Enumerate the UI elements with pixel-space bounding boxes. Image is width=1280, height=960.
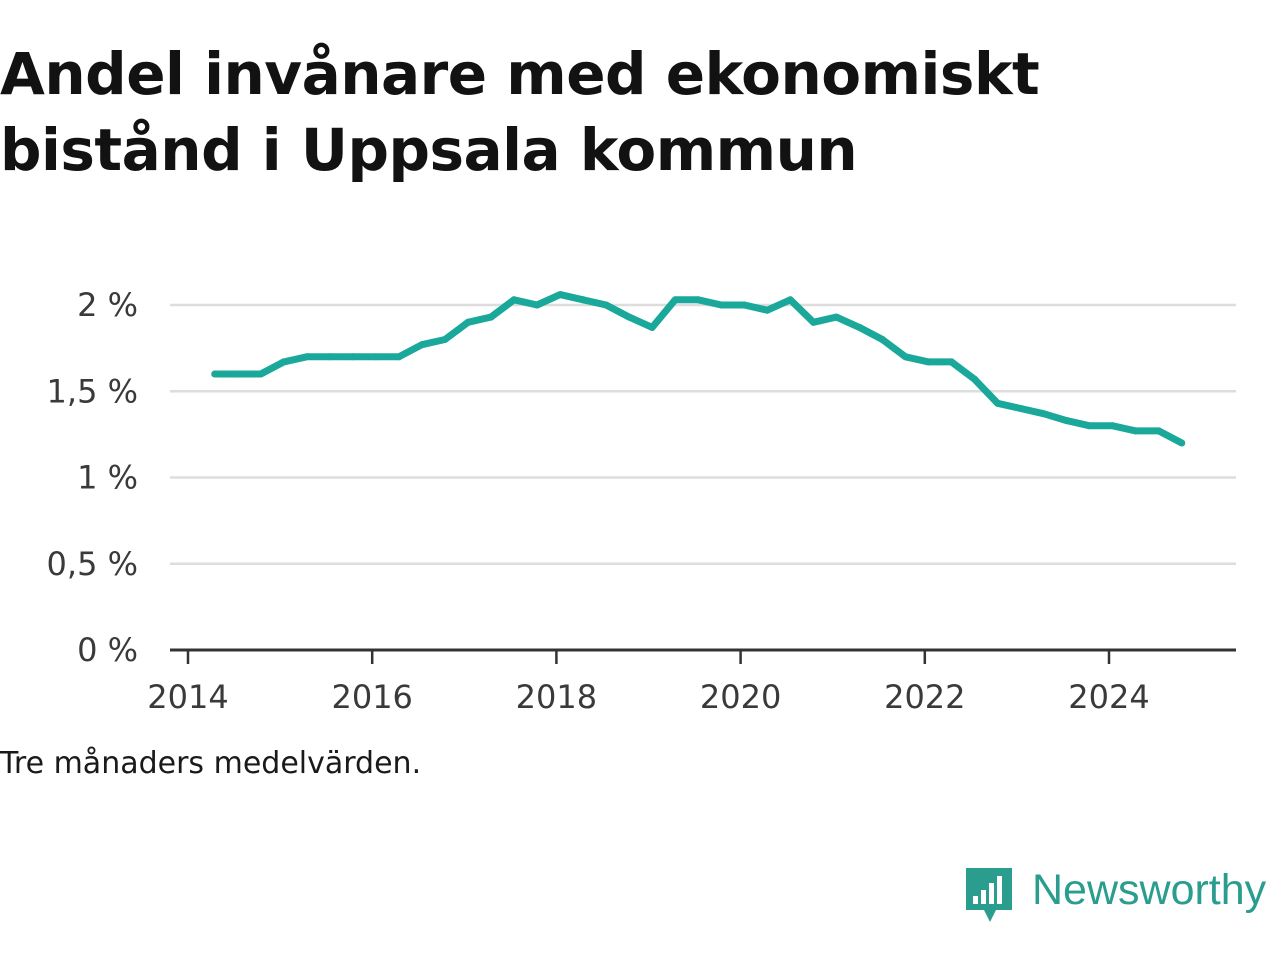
data-point	[648, 323, 656, 331]
data-point	[809, 318, 817, 326]
newsworthy-logo-icon	[966, 868, 1012, 922]
y-tick-label: 2 %	[77, 286, 138, 324]
data-point	[303, 353, 311, 361]
x-tick-label: 2020	[700, 678, 781, 716]
data-point	[441, 336, 449, 343]
brand-name: Newsworthy	[1032, 866, 1267, 914]
y-axis-tick-labels: 0 % 0,5 % 1 % 1,5 % 2 %	[47, 286, 138, 669]
data-point	[671, 296, 679, 304]
data-point	[556, 291, 564, 299]
y-tick-label: 1 %	[77, 459, 138, 497]
x-tick-label: 2014	[147, 678, 228, 716]
x-axis-ticks: 2014 2016 2018 2020 2022 2024	[147, 650, 1150, 716]
brand-logo: Newsworthy	[964, 862, 1280, 928]
data-point	[625, 313, 633, 321]
data-point	[763, 306, 771, 314]
y-tick-label: 1,5 %	[47, 372, 138, 410]
data-point	[994, 399, 1002, 407]
data-point	[533, 301, 541, 309]
data-point	[1155, 427, 1163, 435]
data-point	[1178, 439, 1186, 447]
data-point	[1017, 405, 1025, 412]
series-line	[214, 291, 1184, 447]
data-point	[418, 341, 426, 349]
data-point	[349, 353, 357, 361]
data-point	[832, 313, 840, 321]
data-point	[372, 353, 380, 361]
data-point	[855, 323, 863, 331]
data-point	[1109, 422, 1117, 430]
data-points	[211, 291, 1186, 447]
chart-note: Tre månaders medelvärden.	[0, 746, 422, 781]
data-point	[234, 370, 242, 378]
chart-title: Andel invånare med ekonomiskt bistånd i …	[0, 40, 1040, 184]
y-tick-label: 0 %	[77, 631, 138, 669]
data-point	[694, 296, 702, 304]
x-tick-label: 2022	[884, 678, 965, 716]
data-point	[395, 353, 403, 361]
data-point	[925, 358, 932, 366]
data-point	[257, 370, 265, 378]
data-point	[1132, 427, 1140, 435]
data-point	[211, 370, 219, 378]
data-point	[948, 358, 955, 366]
data-point	[464, 318, 472, 326]
data-point	[1040, 410, 1048, 418]
data-point	[602, 301, 610, 309]
x-tick-label: 2016	[331, 678, 412, 716]
data-point	[326, 353, 334, 361]
data-point	[717, 301, 725, 309]
data-point	[878, 336, 886, 343]
gridlines	[170, 303, 1236, 565]
data-point	[280, 358, 288, 366]
data-point	[1086, 422, 1094, 430]
data-point	[902, 353, 909, 361]
data-point	[740, 301, 748, 309]
data-point	[1063, 417, 1071, 425]
data-point	[971, 375, 978, 383]
data-point	[786, 296, 794, 304]
y-tick-label: 0,5 %	[47, 545, 138, 583]
data-point	[487, 313, 495, 321]
x-tick-label: 2018	[516, 678, 597, 716]
series-layer	[211, 291, 1186, 447]
x-tick-label: 2024	[1068, 678, 1149, 716]
data-point	[579, 296, 587, 304]
data-point	[510, 296, 518, 304]
